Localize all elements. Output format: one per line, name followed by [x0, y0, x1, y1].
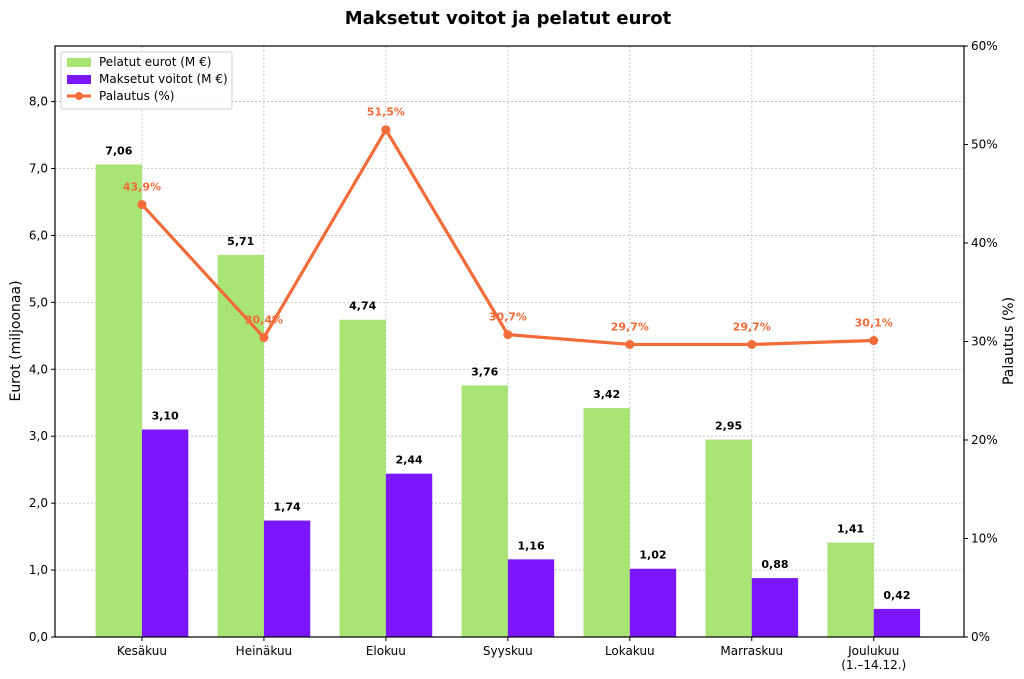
palautus-value-label: 29,7% [611, 320, 649, 333]
bar-value-label: 1,74 [274, 501, 301, 514]
palautus-point [259, 333, 269, 343]
bar-value-label: 0,88 [761, 558, 788, 571]
y-tick-label: 5,0 [29, 295, 48, 309]
x-tick-label: Joulukuu (1.–14.12.) [841, 644, 906, 672]
bar-maksetut [141, 429, 189, 637]
bar-value-label: 3,76 [471, 365, 498, 378]
bar-pelatut [827, 542, 874, 637]
bar-pelatut [95, 164, 142, 638]
y2-axis-label: Palautus (%) [1001, 297, 1017, 385]
y-tick-label: 3,0 [29, 429, 48, 443]
bar-maksetut [873, 608, 921, 637]
y-tick-label: 6,0 [29, 228, 48, 242]
y2-tick-label: 60% [971, 39, 998, 53]
bar-pelatut [461, 385, 508, 637]
x-tick-label: Marraskuu [720, 644, 783, 658]
y-tick-label: 7,0 [29, 161, 48, 175]
x-tick-label: Elokuu [366, 644, 406, 658]
y2-tick-label: 10% [971, 532, 998, 546]
bar-value-label: 2,44 [395, 454, 422, 467]
bar-value-label: 5,71 [227, 235, 254, 248]
y2-tick-label: 50% [971, 138, 998, 152]
palautus-value-label: 30,1% [855, 317, 893, 330]
palautus-value-label: 43,9% [123, 181, 161, 194]
y-tick-label: 1,0 [29, 563, 48, 577]
y-tick-label: 4,0 [29, 362, 48, 376]
palautus-point [503, 330, 513, 340]
palautus-value-label: 30,4% [245, 314, 283, 327]
bars [95, 164, 921, 638]
bar-value-label: 2,95 [715, 420, 742, 433]
bar-value-label: 7,06 [105, 144, 132, 157]
bar-pelatut [705, 439, 752, 637]
legend-swatch [67, 75, 91, 84]
legend-marker [75, 92, 83, 100]
legend-label: Maksetut voitot (M €) [99, 72, 228, 86]
y-tick-label: 8,0 [29, 95, 48, 109]
y2-tick-label: 40% [971, 236, 998, 250]
y-axis-label: Eurot (miljoonaa) [8, 280, 24, 401]
bar-value-label: 1,02 [639, 549, 666, 562]
palautus-point [137, 200, 147, 210]
palautus-point [869, 336, 879, 346]
x-tick-label: Syyskuu [483, 644, 533, 658]
y2-tick-label: 20% [971, 433, 998, 447]
x-tick-label: Kesäkuu [117, 644, 167, 658]
y-tick-label: 0,0 [29, 630, 48, 644]
bar-pelatut [339, 319, 386, 637]
palautus-point [747, 339, 757, 349]
y2-tick-label: 0% [971, 630, 990, 644]
bar-pelatut [217, 254, 264, 637]
legend-label: Pelatut eurot (M €) [99, 55, 211, 69]
bar-pelatut [583, 408, 630, 637]
bar-value-label: 3,10 [152, 410, 179, 423]
data-labels: 7,06 5,71 4,74 3,76 3,42 2,95 1,41 3,10 1,74 2,44… [105, 106, 910, 602]
bar-value-label: 1,16 [517, 539, 544, 552]
bar-value-label: 3,42 [593, 388, 620, 401]
palautus-point [625, 339, 635, 349]
chart-title: Maksetut voitot ja pelatut eurot [345, 8, 672, 29]
x-tick-label: Heinäkuu [236, 644, 293, 658]
palautus-point [381, 125, 391, 135]
legend-label: Palautus (%) [99, 89, 175, 103]
bar-maksetut [263, 520, 311, 637]
bar-maksetut [751, 578, 799, 637]
bar-maksetut [629, 568, 677, 637]
axes: 0,0 1,0 2,0 3,0 4,0 5,0 6,0 7,0 8,0 0% 10% 20% 30% 40… [29, 39, 998, 672]
palautus-value-label: 29,7% [733, 320, 771, 333]
y2-tick-label: 30% [971, 335, 998, 349]
y-tick-label: 2,0 [29, 496, 48, 510]
palautus-value-label: 30,7% [489, 311, 527, 324]
x-tick-label: Lokakuu [605, 644, 655, 658]
bar-value-label: 0,42 [883, 589, 910, 602]
line-series [137, 125, 879, 349]
bar-maksetut [507, 559, 555, 637]
palautus-value-label: 51,5% [367, 106, 405, 119]
legend: Pelatut eurot (M €) Maksetut voitot (M €)… [60, 51, 233, 110]
legend-swatch [67, 58, 91, 67]
bar-value-label: 1,41 [837, 523, 864, 536]
bar-value-label: 4,74 [349, 300, 376, 313]
bar-maksetut [385, 473, 433, 637]
